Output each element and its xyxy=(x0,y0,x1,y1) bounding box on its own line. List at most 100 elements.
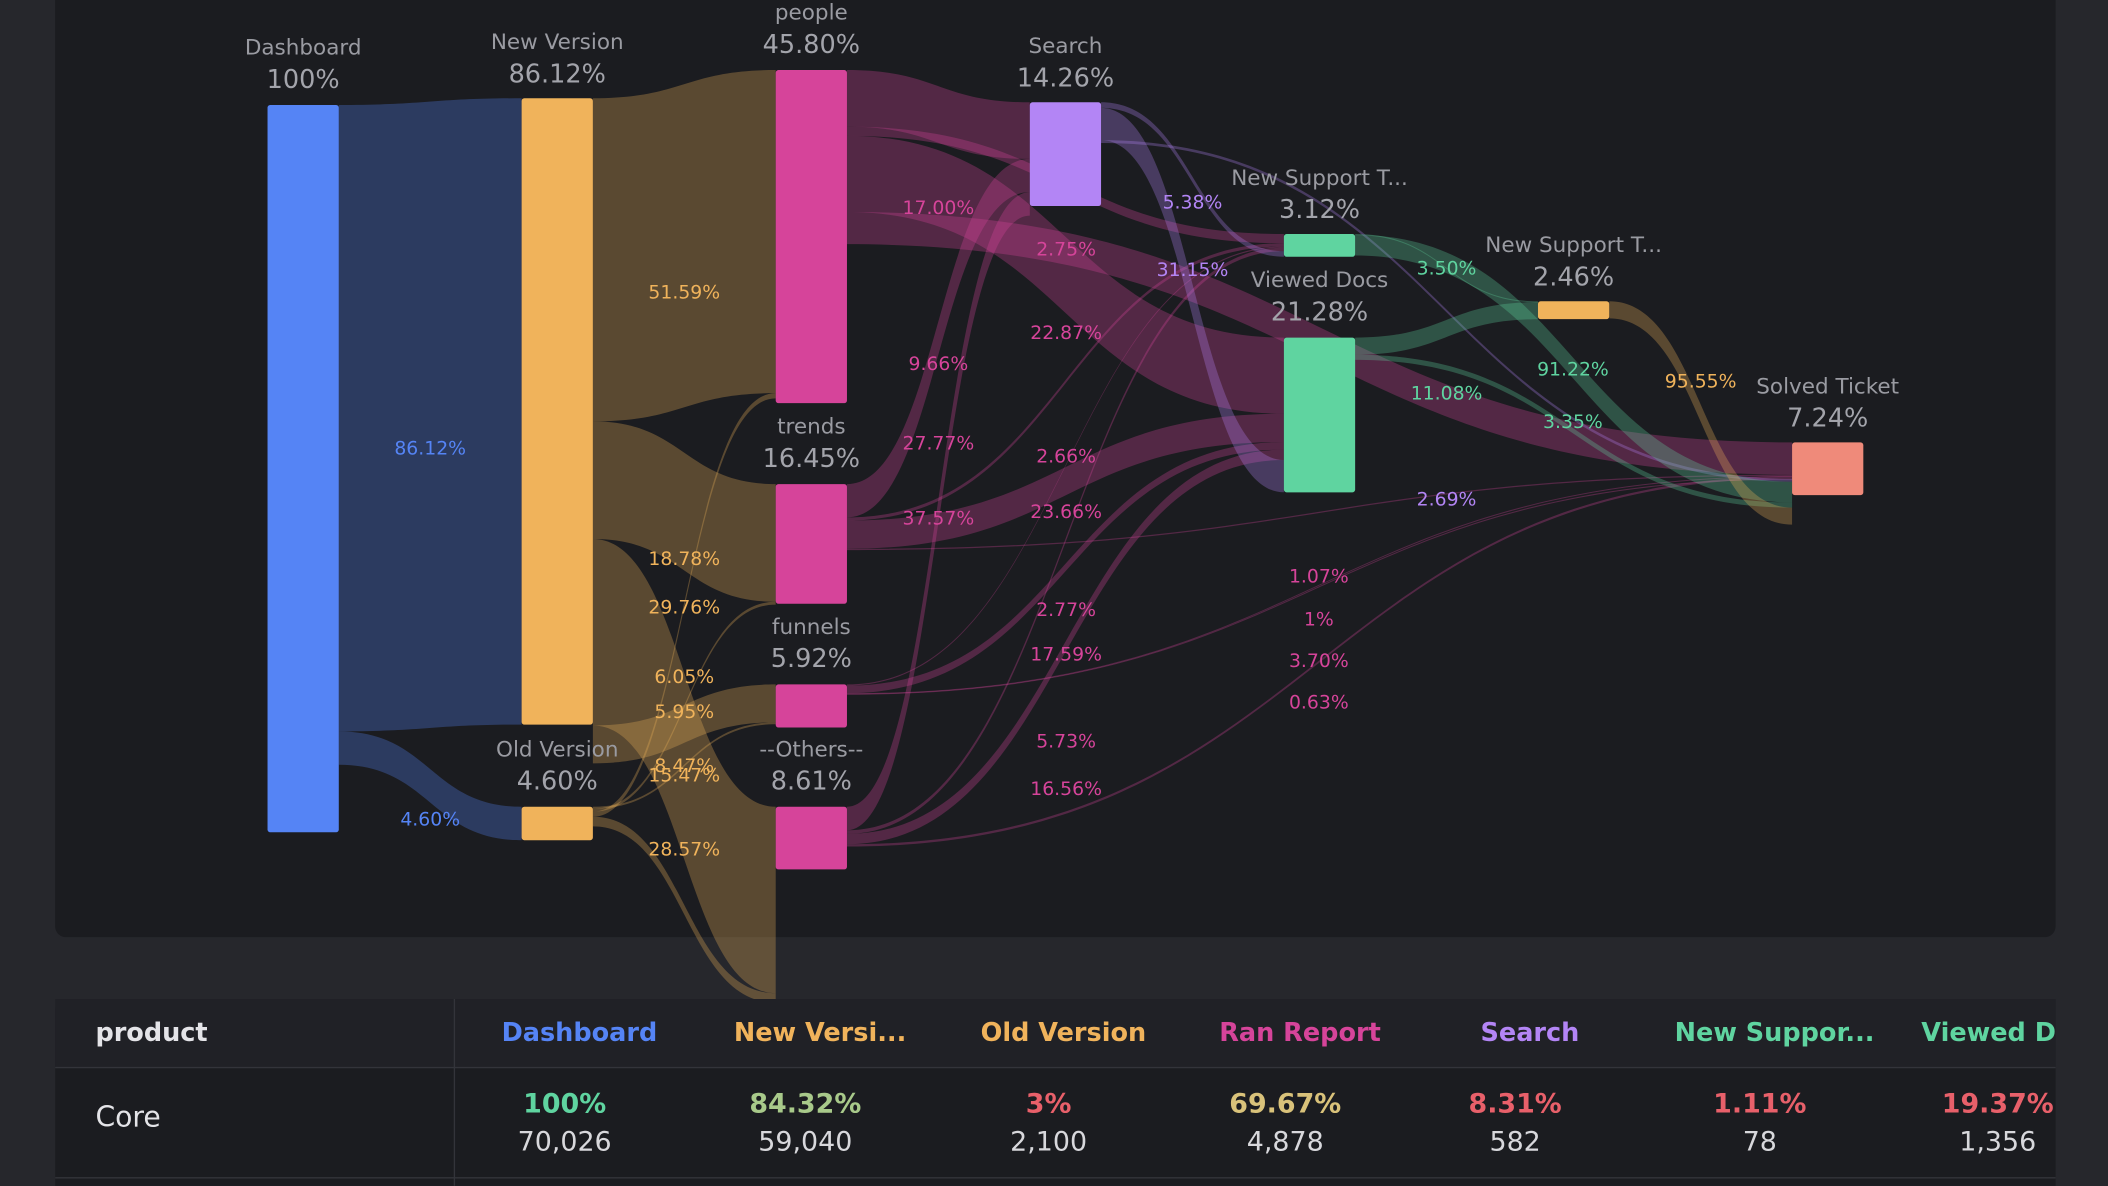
flow-link xyxy=(338,98,522,732)
column-header: New Suppor... xyxy=(1675,1018,1875,1048)
node-name: Dashboard xyxy=(245,36,362,61)
row-name: Core xyxy=(95,1101,160,1134)
flow-link xyxy=(1355,234,1538,303)
flow-link xyxy=(846,192,1030,831)
column-header: Dashboard xyxy=(502,1018,658,1048)
link-label: 86.12% xyxy=(394,439,466,460)
node xyxy=(775,806,847,870)
node-value: 4.60% xyxy=(517,767,598,797)
flow-link xyxy=(1355,354,1793,508)
node-value: 14.26% xyxy=(1017,63,1114,93)
node-value: 100% xyxy=(267,65,340,95)
link-label: 31.15% xyxy=(1157,260,1229,281)
column-header: New Versi... xyxy=(734,1018,906,1048)
node xyxy=(1029,102,1102,207)
link-label: 23.66% xyxy=(1030,502,1102,523)
flow-link xyxy=(846,135,1284,414)
cell-percent: 3% xyxy=(1026,1089,1072,1120)
flow-link xyxy=(846,475,1793,695)
flow-link xyxy=(846,476,1793,847)
node-name: trends xyxy=(777,415,846,440)
flow-link xyxy=(846,442,1284,694)
node-name: New Support T... xyxy=(1231,166,1408,191)
node xyxy=(1792,442,1864,496)
node-name: Old Version xyxy=(496,737,618,762)
flow-link xyxy=(1101,140,1793,482)
link-label: 51.59% xyxy=(648,283,720,304)
cell-percent: 100% xyxy=(523,1089,606,1120)
column-header: Ran Report xyxy=(1219,1018,1381,1048)
node-value: 3.12% xyxy=(1279,195,1360,225)
node xyxy=(775,684,847,728)
link-label: 2.66% xyxy=(1036,447,1096,468)
cell-count: 70,026 xyxy=(518,1126,612,1157)
link-label: 2.69% xyxy=(1417,490,1477,511)
flow-link xyxy=(846,70,1030,159)
link-label: 18.78% xyxy=(648,549,720,570)
cell-count: 1,356 xyxy=(1959,1126,2036,1157)
node xyxy=(1283,337,1356,493)
node-name: people xyxy=(775,1,848,26)
link-label: 2.75% xyxy=(1036,240,1096,261)
link-label: 2.77% xyxy=(1036,600,1096,621)
flow-link xyxy=(1355,302,1538,355)
node xyxy=(521,806,593,841)
flow-link xyxy=(592,539,776,994)
flow-link xyxy=(592,722,776,809)
table-header: product xyxy=(95,1018,207,1048)
node-value: 7.24% xyxy=(1787,404,1868,434)
nodes: Dashboard 100% New Version 86.12% Old Versio… xyxy=(245,1,1899,870)
link-label: 17.59% xyxy=(1030,644,1102,665)
node-value: 86.12% xyxy=(509,59,606,89)
cell-count: 78 xyxy=(1743,1126,1777,1157)
node-name: Solved Ticket xyxy=(1756,374,1899,399)
link-label: 17.00% xyxy=(903,198,975,219)
node-value: 5.92% xyxy=(771,644,852,674)
link-label: 15.47% xyxy=(648,765,720,786)
flow-link xyxy=(592,421,776,602)
link-label: 1.07% xyxy=(1289,566,1349,587)
flow-link xyxy=(592,393,776,817)
flow-link xyxy=(338,731,522,841)
flow-link xyxy=(592,601,776,812)
node-name: funnels xyxy=(772,615,851,640)
link-label: 6.05% xyxy=(654,667,714,688)
flow-link xyxy=(846,474,1793,551)
cell-count: 59,040 xyxy=(758,1126,852,1157)
link-label: 9.66% xyxy=(908,354,968,375)
flow-link xyxy=(846,478,1793,695)
table: product Dashboard New Versi... Old Version… xyxy=(55,999,2104,1186)
flow-link xyxy=(1101,102,1284,257)
flow-link xyxy=(846,413,1284,549)
flow-link xyxy=(1609,301,1793,525)
flow-link xyxy=(592,684,776,764)
node-name: Viewed Docs xyxy=(1251,268,1388,293)
link-label: 95.55% xyxy=(1665,371,1737,392)
node xyxy=(1537,301,1610,320)
cell-count: 2,100 xyxy=(1010,1126,1087,1157)
node-value: 2.46% xyxy=(1533,262,1614,292)
column-header: Viewed Docs xyxy=(1921,1018,2104,1048)
cell-count: 4,878 xyxy=(1247,1126,1324,1157)
link-label: 5.95% xyxy=(654,702,714,723)
link-label: 3.70% xyxy=(1289,651,1349,672)
column-header: Search xyxy=(1480,1018,1579,1048)
link-label: 1% xyxy=(1304,609,1334,630)
link-label: 22.87% xyxy=(1030,323,1102,344)
node-value: 21.28% xyxy=(1271,297,1368,327)
column-header: Old Version xyxy=(981,1018,1147,1048)
node-name: --Others-- xyxy=(759,737,863,762)
node xyxy=(775,484,847,604)
node-value: 8.61% xyxy=(771,767,852,797)
link-label: 28.57% xyxy=(648,839,720,860)
node-value: 45.80% xyxy=(763,30,860,60)
node-value: 16.45% xyxy=(763,444,860,474)
cell-percent: 19.37% xyxy=(1942,1089,2054,1120)
cell-percent: 8.31% xyxy=(1468,1089,1561,1120)
flow-link xyxy=(846,247,1284,834)
link-label: 4.60% xyxy=(400,810,460,831)
link-label: 91.22% xyxy=(1537,359,1609,380)
link-label: 37.57% xyxy=(903,509,975,530)
